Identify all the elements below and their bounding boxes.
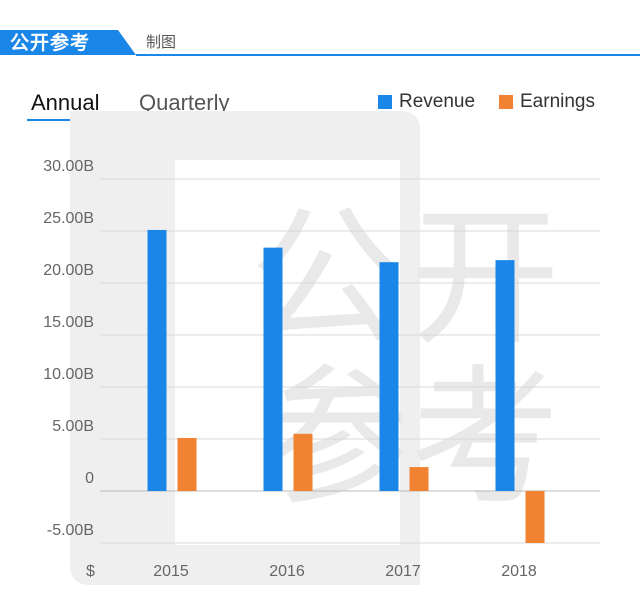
y-tick-label: 15.00B bbox=[43, 314, 94, 331]
brand-tag bbox=[0, 30, 136, 55]
y-tick-label: 25.00B bbox=[43, 210, 94, 227]
y-tick-label: 0 bbox=[85, 470, 94, 487]
bar-revenue-2015 bbox=[147, 229, 167, 491]
bar-revenue-2016 bbox=[263, 247, 283, 491]
y-tick-label: 30.00B bbox=[43, 158, 94, 175]
bar-revenue-2017 bbox=[379, 262, 399, 491]
y-tick-label: 10.00B bbox=[43, 366, 94, 383]
legend-item-revenue: Revenue bbox=[378, 90, 475, 114]
legend-item-earnings: Earnings bbox=[499, 90, 595, 114]
bars bbox=[147, 229, 545, 543]
bar-earnings-2018 bbox=[525, 491, 545, 543]
y-tick-label: 5.00B bbox=[52, 418, 94, 435]
bar-earnings-2016 bbox=[293, 433, 313, 491]
legend-swatch-earnings bbox=[499, 95, 513, 109]
y-tick-label: -5.00B bbox=[47, 522, 94, 539]
grid-lines bbox=[100, 178, 600, 544]
y-axis-tick-labels: 30.00B 25.00B 20.00B 15.00B 10.00B 5.00B 0 -5.0… bbox=[43, 158, 94, 539]
tab-quarterly[interactable]: Quarterly bbox=[139, 90, 230, 115]
brand-logo-text: 公开参考 bbox=[10, 32, 91, 54]
x-tick-label: 2015 bbox=[153, 563, 189, 580]
x-tick-label: 2016 bbox=[269, 563, 305, 580]
currency-label: $ bbox=[86, 563, 95, 580]
x-tick-label: 2018 bbox=[501, 563, 537, 580]
bar-earnings-2015 bbox=[177, 437, 197, 491]
header-divider bbox=[136, 54, 640, 56]
x-tick-label: 2017 bbox=[385, 563, 421, 580]
legend-label-revenue: Revenue bbox=[399, 91, 476, 112]
legend-label-earnings: Earnings bbox=[520, 91, 595, 112]
x-axis-tick-labels: 2015 2016 2017 2018 $ bbox=[86, 563, 537, 580]
bar-revenue-2018 bbox=[495, 260, 515, 491]
tab-annual[interactable]: Annual bbox=[31, 90, 100, 115]
watermark-char-2: 开 bbox=[410, 192, 560, 366]
header: 公开参考 制图 bbox=[0, 0, 640, 60]
legend-swatch-revenue bbox=[378, 95, 392, 109]
chart-credit: 制图 bbox=[146, 33, 177, 51]
bar-earnings-2017 bbox=[409, 467, 429, 491]
y-tick-label: 20.00B bbox=[43, 262, 94, 279]
watermark: 公 开 参 考 bbox=[70, 111, 560, 585]
active-tab-indicator bbox=[27, 119, 111, 121]
